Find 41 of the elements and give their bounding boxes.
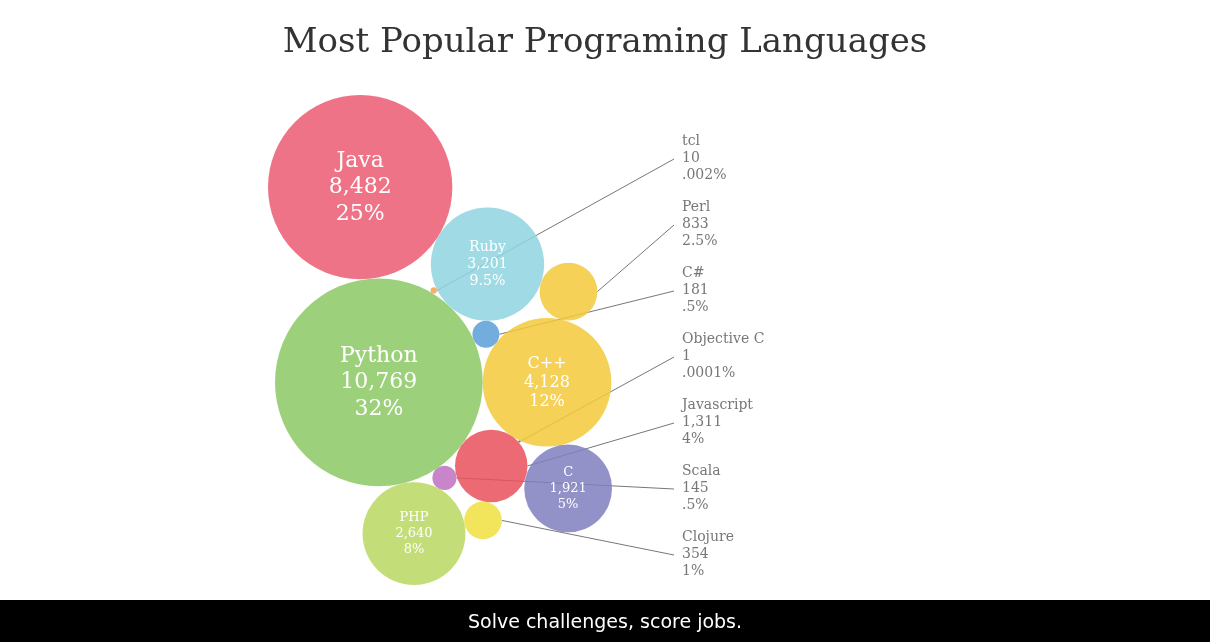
data-label: 1,921: [549, 479, 587, 495]
data-label: 2.5%: [682, 232, 718, 248]
data-label: 32%: [354, 394, 404, 420]
data-label: 833: [682, 215, 709, 231]
data-label: .5%: [682, 496, 709, 512]
data-label: 10: [682, 149, 700, 165]
data-label: 8,482: [328, 173, 392, 199]
data-label: .002%: [682, 166, 727, 182]
data-label: 25%: [335, 199, 385, 225]
category-label: C++: [527, 352, 567, 372]
data-label: 3,201: [467, 255, 508, 272]
category-label: Javascript: [680, 396, 754, 412]
text: Most Popular Programing Languages: [282, 20, 928, 60]
data-label: 181: [682, 281, 709, 297]
data-label: 145: [682, 479, 709, 495]
data-label: 10,769: [340, 368, 418, 394]
data-label: .5%: [682, 298, 709, 314]
category-label: C#: [682, 264, 705, 280]
data-label: 4%: [682, 430, 705, 446]
data-label: 1: [682, 347, 691, 363]
category-label: Ruby: [469, 238, 506, 255]
data-label: 5%: [557, 495, 579, 511]
data-label: 9.5%: [469, 272, 506, 289]
data-label: 1,311: [682, 413, 723, 429]
data-label: 12%: [529, 391, 565, 411]
data-label: .0001%: [682, 364, 736, 380]
data-label: 354: [682, 545, 709, 561]
data-label: 8%: [403, 540, 425, 556]
text: Solve challenges, score jobs.: [467, 610, 743, 632]
data-label: 4,128: [524, 371, 571, 391]
category-label: PHP: [399, 509, 429, 525]
category-label: tcl: [682, 132, 701, 148]
category-label: Clojure: [682, 528, 734, 544]
category-label: Perl: [682, 198, 711, 214]
data-label: 2,640: [395, 525, 433, 541]
category-label: Python: [340, 341, 418, 367]
category-label: C: [563, 464, 574, 480]
category-label: Java: [334, 146, 384, 172]
category-label: Objective C: [682, 330, 765, 346]
category-label: Scala: [682, 462, 721, 478]
data-label: 1%: [682, 562, 705, 578]
